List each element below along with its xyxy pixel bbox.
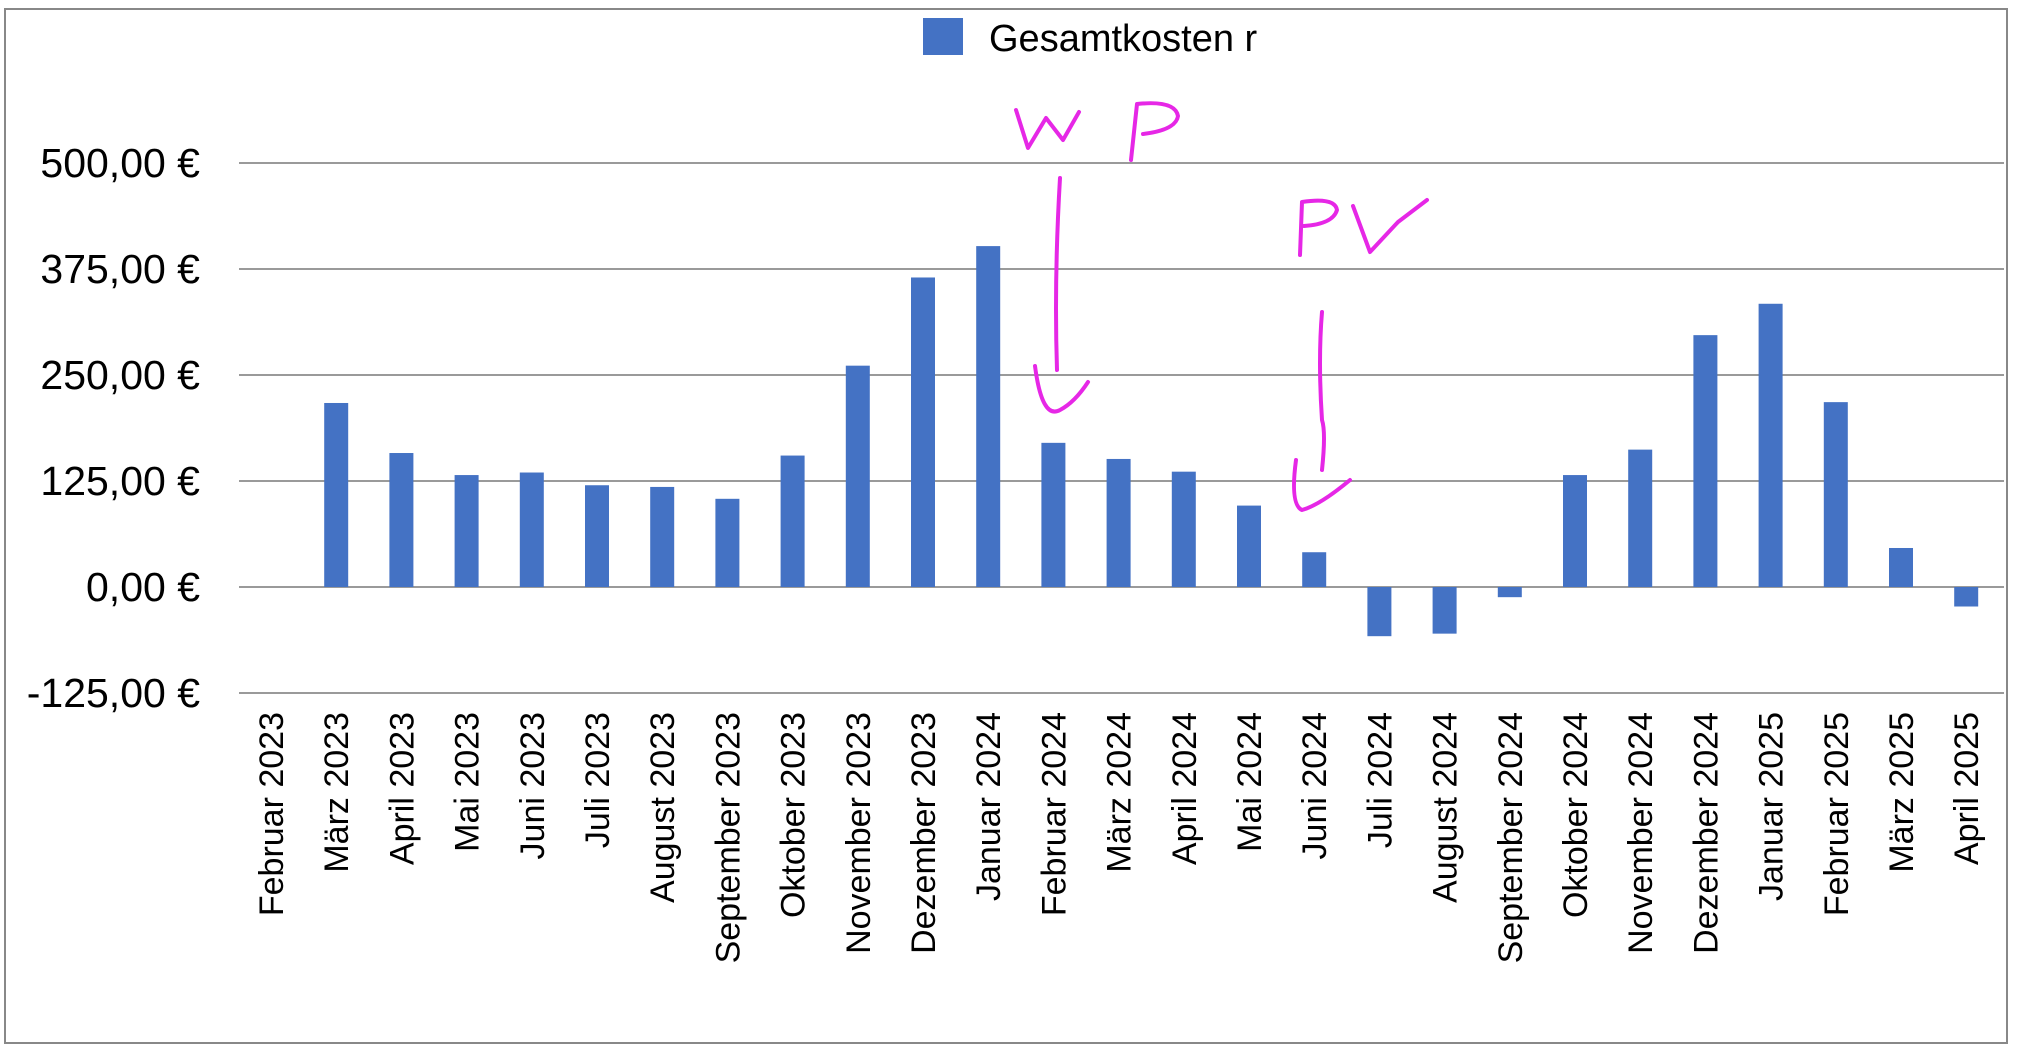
- bar: [911, 277, 935, 587]
- bar: [650, 486, 675, 587]
- annotation-pv-letter-p: [1298, 198, 1339, 257]
- y-tick-label: 0,00 €: [86, 564, 200, 610]
- x-category-label: März 2025: [1883, 712, 1921, 873]
- legend: Gesamtkosten r: [923, 18, 1258, 60]
- y-tick-label: 500,00 €: [40, 140, 200, 186]
- bar: [976, 246, 1001, 587]
- annotation-pv-arrow: [1292, 310, 1352, 512]
- x-category-label: April 2023: [383, 712, 421, 865]
- x-category-label: Mai 2023: [449, 712, 487, 852]
- legend-swatch: [923, 18, 963, 55]
- bar: [1302, 552, 1327, 587]
- bar: [845, 365, 870, 587]
- x-category-label: Februar 2023: [253, 712, 291, 916]
- bar: [1106, 458, 1131, 587]
- x-category-label: Juli 2023: [579, 712, 617, 848]
- bar: [389, 453, 414, 587]
- x-category-label: April 2024: [1166, 712, 1204, 865]
- y-axis-tick-labels: -125,00 € 0,00 € 125,00 € 250,00 € 375,00 € 5…: [27, 140, 200, 716]
- bar: [1758, 303, 1783, 587]
- x-category-label: August 2024: [1427, 712, 1465, 903]
- bar: [1432, 587, 1457, 634]
- bar: [519, 472, 544, 587]
- annotation-pv-letter-v: [1351, 198, 1429, 254]
- y-tick-label: -125,00 €: [27, 670, 200, 716]
- bar: [1237, 505, 1261, 587]
- x-axis-category-labels: Februar 2023 März 2023 April 2023 Mai 2023 J…: [253, 712, 1986, 963]
- x-category-label: Oktober 2024: [1557, 712, 1595, 918]
- bar: [780, 455, 805, 587]
- x-category-label: April 2025: [1948, 712, 1986, 865]
- bar: [1889, 547, 1913, 587]
- annotation-wp-letter-p: [1129, 101, 1180, 162]
- bar: [1497, 587, 1522, 598]
- bar: [1628, 449, 1653, 587]
- bars: [324, 246, 1979, 637]
- annotation-pv: PV: [1292, 198, 1429, 512]
- y-tick-label: 125,00 €: [40, 458, 200, 504]
- bar: [585, 485, 609, 587]
- bar: [324, 402, 349, 587]
- gridlines: [239, 162, 2004, 694]
- x-category-label: Juni 2023: [514, 712, 552, 859]
- bar: [1823, 402, 1848, 587]
- x-category-label: November 2024: [1622, 712, 1660, 954]
- x-category-label: Mai 2024: [1231, 712, 1269, 852]
- x-category-label: August 2023: [644, 712, 682, 903]
- bar: [1171, 471, 1196, 587]
- annotation-wp: WP: [1014, 101, 1180, 414]
- x-category-label: Februar 2025: [1818, 712, 1856, 916]
- bar: [454, 475, 479, 587]
- bar: [715, 498, 740, 587]
- annotation-wp-arrow: [1033, 176, 1090, 414]
- bar: [1954, 587, 1979, 607]
- bar: [1041, 442, 1066, 587]
- y-tick-label: 375,00 €: [40, 246, 200, 292]
- annotation-wp-letter-w: [1014, 108, 1081, 150]
- bar: [1693, 335, 1718, 587]
- bar: [1367, 587, 1392, 637]
- x-category-label: Juni 2024: [1296, 712, 1334, 859]
- x-category-label: Januar 2025: [1753, 712, 1791, 901]
- x-category-label: März 2024: [1101, 712, 1139, 873]
- bar: [1563, 475, 1587, 587]
- x-category-label: September 2024: [1492, 712, 1530, 963]
- x-category-label: Februar 2024: [1035, 712, 1073, 916]
- x-category-label: Juli 2024: [1361, 712, 1399, 848]
- x-category-label: September 2023: [709, 712, 747, 963]
- x-category-label: März 2023: [318, 712, 356, 873]
- y-tick-label: 250,00 €: [40, 352, 200, 398]
- legend-label: Gesamtkosten r: [989, 18, 1258, 60]
- x-category-label: Dezember 2023: [905, 712, 943, 954]
- x-category-label: Dezember 2024: [1687, 712, 1725, 954]
- x-category-label: Januar 2024: [970, 712, 1008, 901]
- x-category-label: Oktober 2023: [775, 712, 813, 918]
- x-category-label: November 2023: [840, 712, 878, 954]
